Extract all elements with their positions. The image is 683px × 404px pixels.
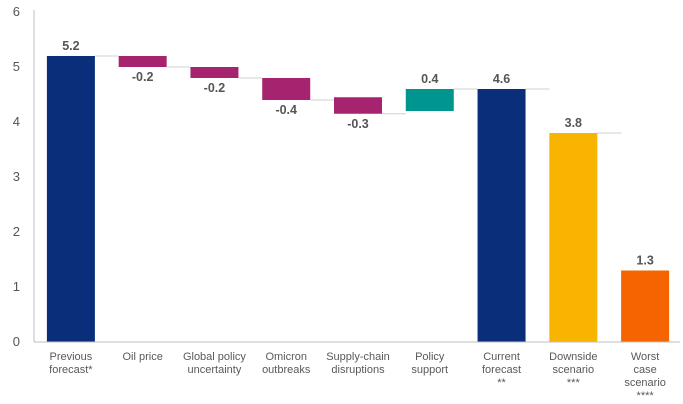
category-label-line: **** (637, 390, 655, 402)
category-label-line: Downside (549, 351, 597, 363)
data-label-5: 0.4 (421, 72, 438, 86)
bar-4 (334, 97, 382, 114)
data-label-0: 5.2 (62, 39, 79, 53)
bars (46, 56, 670, 342)
bar-7 (549, 133, 598, 342)
category-label-line: outbreaks (262, 364, 311, 376)
bar-3 (262, 78, 311, 100)
x-axis: Previous forecast* Oil price Global policy u… (34, 341, 680, 402)
data-label-4: -0.3 (347, 117, 369, 131)
category-label-line: forecast* (49, 364, 93, 376)
category-label-line: uncertainty (188, 364, 242, 376)
category-label-line: Policy (415, 351, 445, 363)
category-label-8: Worst case scenario **** (624, 351, 666, 402)
y-tick-label-4: 4 (13, 114, 20, 129)
category-label-3: Omicron outbreaks (262, 351, 311, 376)
y-tick-label-1: 1 (13, 279, 20, 294)
category-label-4: Supply-chain disruptions (326, 351, 390, 376)
bar-6 (477, 89, 526, 342)
category-label-line: support (411, 364, 448, 376)
category-label-line: *** (567, 377, 581, 389)
data-label-1: -0.2 (132, 70, 154, 84)
category-label-7: Downside scenario *** (549, 351, 597, 389)
category-label-line: Omicron (265, 351, 307, 363)
y-tick-label-6: 6 (13, 4, 20, 19)
category-label-line: scenario (553, 364, 595, 376)
category-label-5: Policy support (411, 351, 448, 376)
category-label-0: Previous forecast* (49, 351, 93, 376)
category-label-line: Global policy (183, 351, 246, 363)
category-label-line: disruptions (331, 364, 385, 376)
category-label-line: Worst (631, 351, 660, 363)
y-tick-label-0: 0 (13, 334, 20, 349)
bar-5 (405, 89, 454, 111)
category-label-line: Previous (49, 351, 92, 363)
bar-2 (190, 67, 239, 78)
category-label-6: Current forecast ** (482, 351, 521, 389)
bar-0 (46, 56, 95, 342)
category-label-1: Oil price (122, 351, 162, 363)
bar-1 (118, 56, 167, 67)
data-label-2: -0.2 (204, 81, 226, 95)
data-label-3: -0.4 (275, 103, 297, 117)
bar-8 (621, 270, 670, 342)
data-label-8: 1.3 (636, 254, 653, 268)
category-label-line: Oil price (122, 351, 162, 363)
category-label-line: case (633, 364, 656, 376)
category-label-line: Supply-chain (326, 351, 390, 363)
category-label-2: Global policy uncertainty (183, 351, 246, 376)
category-label-line: Current (483, 351, 520, 363)
category-label-line: forecast (482, 364, 521, 376)
data-labels: 5.2 -0.2 -0.2 -0.4 -0.3 0.4 4.6 3.8 1.3 (62, 39, 654, 268)
y-axis: 0 1 2 3 4 5 6 (13, 4, 35, 349)
connectors (94, 55, 622, 134)
y-tick-label-3: 3 (13, 169, 20, 184)
data-label-7: 3.8 (565, 116, 582, 130)
category-label-line: scenario (624, 377, 666, 389)
category-label-line: ** (497, 377, 506, 389)
y-tick-label-2: 2 (13, 224, 20, 239)
y-tick-label-5: 5 (13, 59, 20, 74)
data-label-6: 4.6 (493, 72, 510, 86)
